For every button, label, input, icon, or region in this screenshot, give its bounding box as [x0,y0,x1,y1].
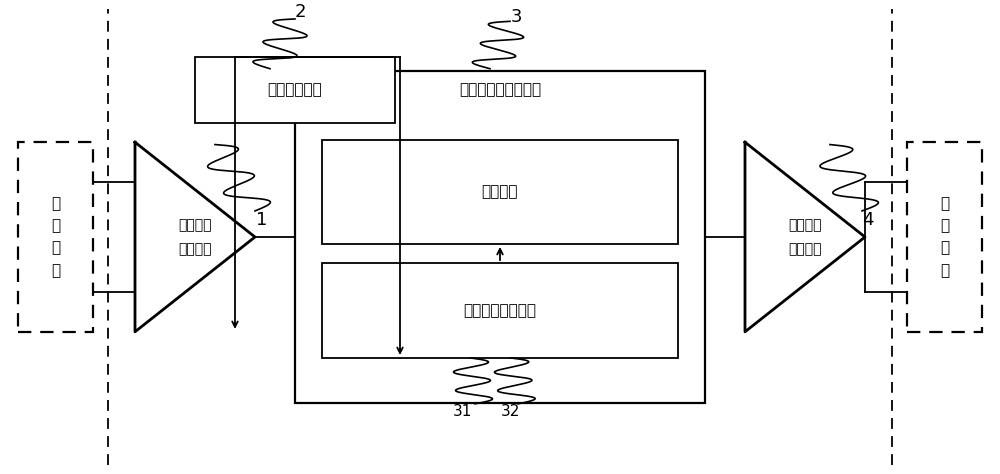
Polygon shape [135,142,255,332]
Bar [18,142,93,332]
Text: 电压自举单元电路: 电压自举单元电路 [464,303,536,318]
Text: 1: 1 [256,211,268,229]
Text: 第二级电
压缓冲器: 第二级电 压缓冲器 [788,218,822,256]
Bar [295,71,705,403]
Text: 3: 3 [510,8,522,26]
Bar [322,263,678,358]
Bar [322,140,678,244]
Bar [907,142,982,332]
Text: 采样开关电容子电路: 采样开关电容子电路 [459,82,541,98]
Text: 32: 32 [500,404,520,419]
Text: 31: 31 [453,404,473,419]
Text: 2: 2 [294,3,306,21]
Text: 4: 4 [862,211,874,229]
Polygon shape [745,142,865,332]
Text: 采样电路: 采样电路 [482,184,518,200]
Text: 差
分
输
出: 差 分 输 出 [940,196,949,278]
Text: 时钟处理单元: 时钟处理单元 [268,82,322,98]
Text: 第一级电
压缓冲器: 第一级电 压缓冲器 [178,218,212,256]
Text: 差
分
输
入: 差 分 输 入 [51,196,60,278]
Bar [195,57,395,123]
